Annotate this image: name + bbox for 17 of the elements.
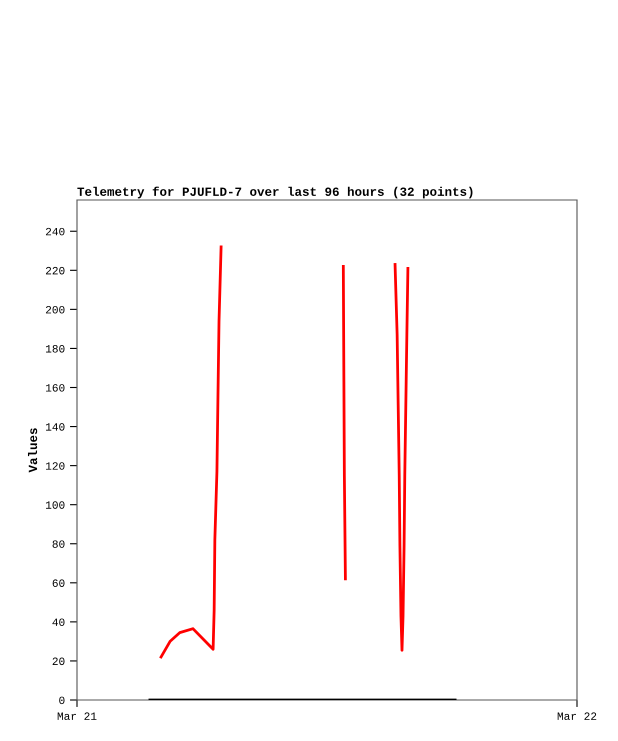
y-tick-label: 200	[46, 306, 65, 314]
y-tick-label: 120	[46, 462, 65, 470]
y-tick-label: 180	[46, 345, 65, 353]
x-tick-label: Mar 21	[58, 712, 96, 720]
y-tick-label: 20	[52, 658, 65, 666]
y-tick-label: 80	[52, 540, 65, 548]
y-axis-title: Values	[28, 428, 38, 472]
y-tick-label: 220	[46, 266, 65, 274]
y-tick-label: 160	[46, 384, 65, 392]
x-tick-label: Mar 22	[558, 712, 596, 720]
chart-title: Telemetry for PJUFLD-7 over last 96 hours (32 points)	[77, 186, 472, 198]
y-tick-label: 40	[52, 618, 65, 626]
y-tick-label: 60	[52, 579, 65, 587]
y-tick-label: 100	[46, 501, 65, 509]
y-tick-label: 0	[59, 696, 65, 704]
y-tick-label: 140	[46, 423, 65, 431]
y-tick-label: 240	[46, 228, 65, 236]
